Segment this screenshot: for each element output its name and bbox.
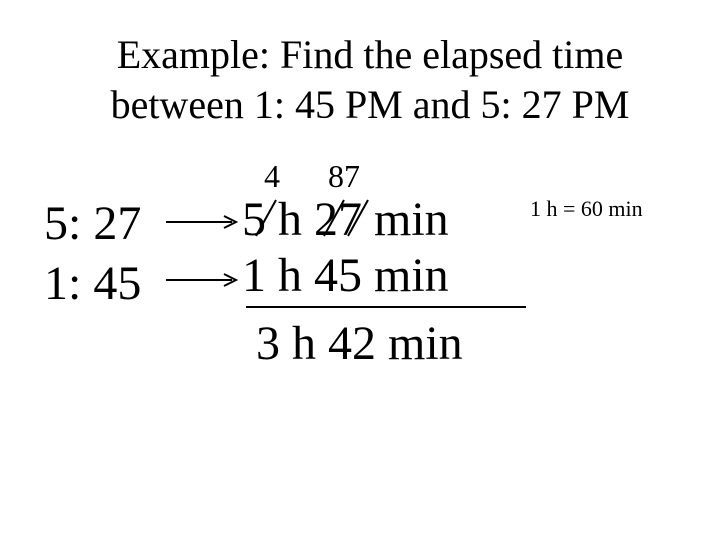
borrowed-hours: 4 (264, 158, 280, 195)
problem-title: Example: Find the elapsed time between 1… (60, 30, 680, 130)
title-line-2: between 1: 45 PM and 5: 27 PM (111, 82, 630, 127)
arrow-icon (162, 272, 244, 288)
conversion-note: 1 h = 60 min (530, 196, 643, 222)
result-row: 3 h 42 min (256, 316, 463, 371)
minuend-row: 5 h 27 min (242, 192, 449, 247)
borrowed-minutes: 87 (328, 158, 360, 195)
arrow-icon (162, 214, 244, 230)
minuend-time-label: 5: 27 (44, 196, 141, 251)
subtrahend-time-label: 1: 45 (44, 256, 141, 311)
subtrahend-row: 1 h 45 min (242, 248, 449, 303)
subtraction-line (246, 306, 526, 308)
title-line-1: Example: Find the elapsed time (117, 32, 624, 77)
